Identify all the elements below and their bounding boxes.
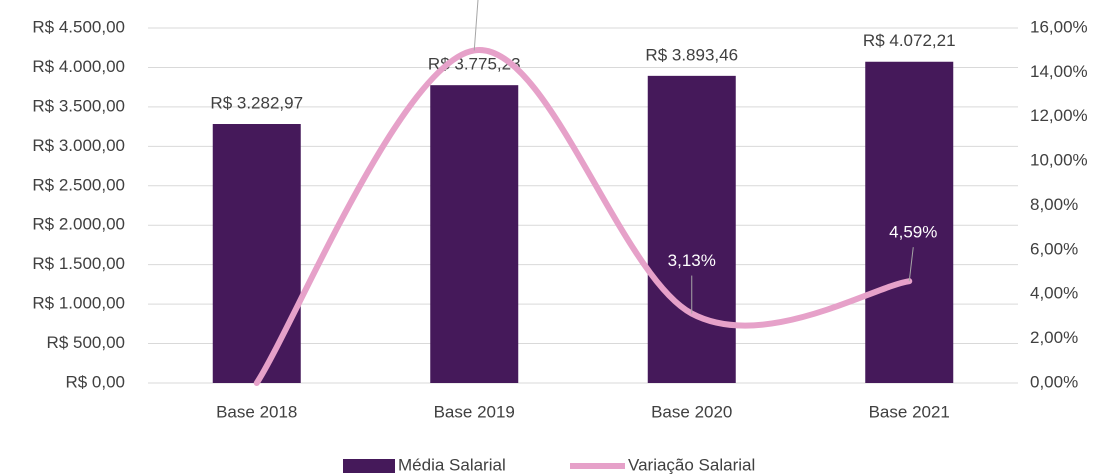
y2-tick-label: 2,00% — [1030, 328, 1078, 347]
bar-value-label: R$ 4.072,21 — [863, 31, 956, 50]
y2-tick-label: 14,00% — [1030, 62, 1088, 81]
bar — [647, 75, 736, 383]
y2-tick-label: 16,00% — [1030, 17, 1088, 36]
bar-value-label: R$ 3.893,46 — [645, 45, 738, 64]
y-tick-label: R$ 2.000,00 — [32, 215, 125, 234]
x-tick-label: Base 2021 — [869, 402, 950, 421]
y-tick-label: R$ 1.500,00 — [32, 254, 125, 273]
bar — [430, 85, 519, 383]
bar — [212, 124, 301, 384]
legend-label: Variação Salarial — [628, 455, 755, 474]
line — [253, 47, 913, 386]
x-tick-label: Base 2018 — [216, 402, 297, 421]
y2-tick-label: 8,00% — [1030, 195, 1078, 214]
y2-tick-label: 12,00% — [1030, 106, 1088, 125]
y2-tick-label: 6,00% — [1030, 239, 1078, 258]
y-tick-label: R$ 500,00 — [47, 333, 125, 352]
x-tick-label: Base 2019 — [434, 402, 515, 421]
y-tick-label: R$ 0,00 — [65, 372, 125, 391]
y-tick-label: R$ 4.500,00 — [32, 17, 125, 36]
leader-line — [473, 0, 479, 51]
y2-tick-label: 0,00% — [1030, 372, 1078, 391]
line-value-label: 4,59% — [889, 223, 937, 242]
y2-tick-label: 4,00% — [1030, 284, 1078, 303]
bar-value-label: R$ 3.282,97 — [210, 93, 303, 112]
y-tick-label: R$ 3.000,00 — [32, 136, 125, 155]
leader-line — [908, 247, 914, 282]
x-tick-label: Base 2020 — [651, 402, 732, 421]
y-tick-label: R$ 2.500,00 — [32, 175, 125, 194]
line-value-label: 3,13% — [668, 251, 716, 270]
legend-swatch — [343, 459, 395, 473]
legend-label: Média Salarial — [398, 455, 506, 474]
y-tick-label: R$ 4.000,00 — [32, 57, 125, 76]
y-tick-label: R$ 3.500,00 — [32, 96, 125, 115]
y-tick-label: R$ 1.000,00 — [32, 294, 125, 313]
y2-tick-label: 10,00% — [1030, 151, 1088, 170]
bar — [865, 61, 954, 384]
